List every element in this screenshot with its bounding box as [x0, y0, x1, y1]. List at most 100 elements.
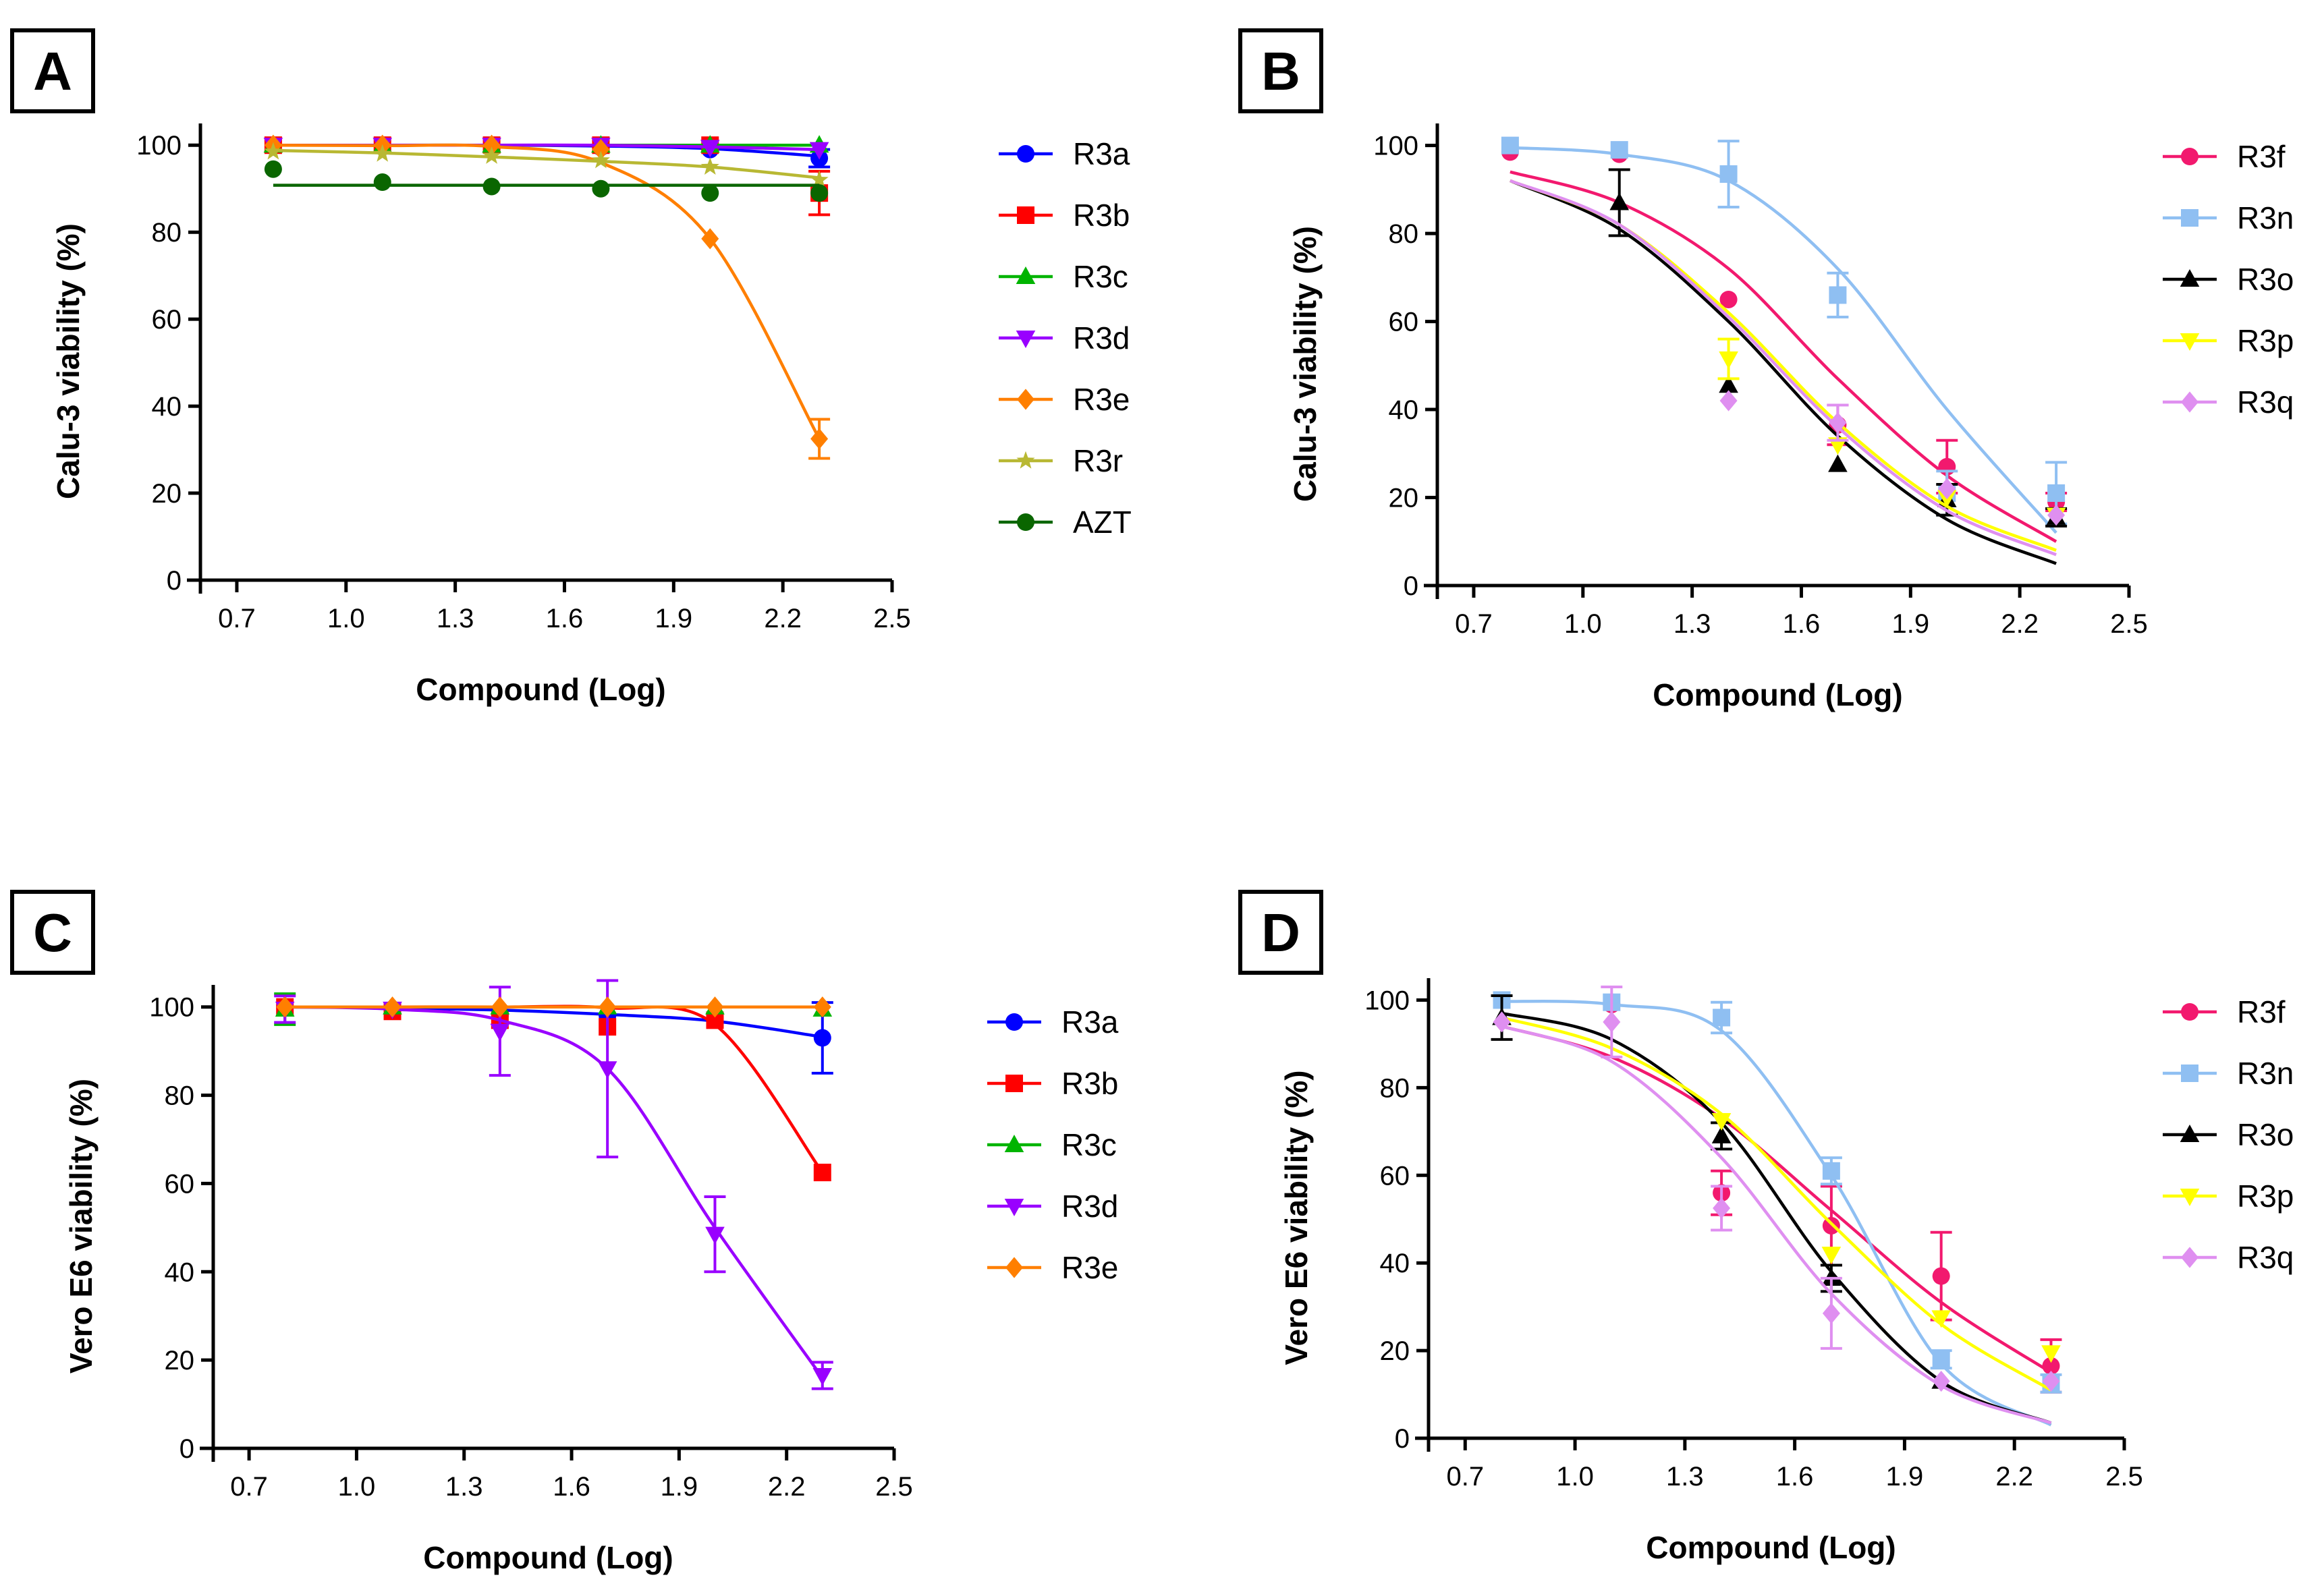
y-tick-label: 20 — [165, 1346, 195, 1375]
x-tick-label: 1.6 — [1776, 1462, 1814, 1492]
legend-item-r3a: R3a — [987, 1004, 1119, 1040]
fit-curve-r3q — [1510, 179, 2057, 557]
panel-letter-box — [10, 890, 95, 975]
data-point-r3q — [1493, 1011, 1511, 1033]
x-tick-label: 2.2 — [764, 604, 802, 633]
legend-label: AZT — [1073, 505, 1132, 540]
data-point-r3r — [700, 157, 719, 175]
legend-label: R3f — [2237, 139, 2286, 174]
x-tick-label: 1.3 — [1666, 1462, 1704, 1492]
legend-label: R3d — [1061, 1189, 1118, 1224]
y-axis-title: Vero E6 viability (%) — [1279, 1070, 1314, 1365]
y-axis-title: Vero E6 viability (%) — [63, 1079, 99, 1373]
data-point-r3f — [1719, 290, 1738, 308]
legend-marker-r3b — [1005, 1075, 1023, 1092]
data-point-r3e — [706, 996, 724, 1018]
x-tick-label: 1.6 — [1783, 609, 1821, 639]
data-point-r3d — [700, 140, 720, 158]
legend-label: R3p — [2237, 1179, 2294, 1214]
panel-letter: C — [33, 903, 72, 963]
data-point-r3b — [813, 1164, 831, 1182]
y-tick-label: 100 — [136, 131, 182, 161]
y-tick-label: 80 — [1380, 1073, 1410, 1103]
data-point-r3a — [813, 1029, 831, 1047]
data-point-r3r — [810, 170, 829, 188]
panel-letter-box — [1238, 28, 1323, 113]
legend-item-r3o: R3o — [2163, 1117, 2294, 1152]
legend-label: R3c — [1073, 259, 1128, 294]
fit-curve-r3o — [1509, 179, 2057, 565]
legend-item-r3e: R3e — [987, 1250, 1118, 1285]
legend-marker-r3e — [1017, 389, 1034, 410]
data-point-r3e — [810, 428, 829, 450]
data-point-r3p — [1719, 351, 1738, 369]
data-point-r3o — [1828, 454, 1848, 472]
legend-marker-r3n — [2181, 209, 2198, 227]
data-point-azt — [810, 184, 829, 202]
x-tick-label: 1.0 — [1564, 609, 1602, 639]
data-point-r3q — [2042, 1370, 2060, 1392]
data-point-r3n — [1719, 165, 1738, 183]
legend-label: R3d — [1073, 320, 1130, 356]
data-point-r3o — [1719, 375, 1738, 393]
legend-label: R3c — [1061, 1127, 1117, 1162]
y-tick-label: 20 — [1389, 484, 1419, 513]
data-point-r3e — [813, 996, 831, 1018]
x-axis-title: Compound (Log) — [1653, 677, 1902, 712]
x-tick-label: 2.5 — [2110, 609, 2148, 639]
data-point-r3p — [1931, 1310, 1951, 1328]
legend-item-r3q: R3q — [2163, 1240, 2294, 1275]
x-tick-label: 1.0 — [1556, 1462, 1594, 1492]
legend-label: R3a — [1061, 1004, 1119, 1040]
data-point-r3p — [1711, 1113, 1732, 1131]
legend-marker-r3q — [2181, 391, 2198, 413]
panel-letter: A — [33, 41, 72, 101]
data-point-r3n — [1932, 1351, 1950, 1369]
legend-label: R3b — [1073, 198, 1130, 233]
legend-marker-r3r — [1016, 451, 1035, 469]
x-tick-label: 1.9 — [661, 1472, 698, 1502]
y-tick-label: 80 — [152, 218, 182, 248]
legend-marker-r3o — [2180, 1125, 2200, 1143]
data-point-r3d — [809, 142, 829, 160]
legend-marker-r3f — [2181, 148, 2198, 165]
y-tick-label: 0 — [1395, 1424, 1410, 1454]
data-point-r3q — [1938, 478, 1956, 500]
legend-item-r3d: R3d — [987, 1189, 1118, 1224]
legend-marker-r3p — [2180, 1188, 2200, 1206]
data-point-r3r — [373, 144, 392, 162]
data-point-azt — [264, 160, 282, 178]
legend-item-azt: AZT — [999, 505, 1132, 540]
y-tick-label: 20 — [152, 479, 182, 509]
x-tick-label: 2.2 — [768, 1472, 806, 1502]
data-point-r3q — [1603, 1011, 1621, 1033]
x-tick-label: 1.9 — [655, 604, 693, 633]
y-axis-title: Calu-3 viability (%) — [51, 223, 86, 499]
legend-item-r3o: R3o — [2163, 262, 2294, 297]
legend-marker-r3f — [2181, 1003, 2198, 1021]
x-axis-title: Compound (Log) — [1646, 1530, 1896, 1565]
data-point-azt — [701, 184, 719, 202]
fit-curve-r3f — [1510, 170, 2057, 543]
legend-marker-r3d — [1016, 330, 1036, 348]
y-tick-label: 80 — [1389, 219, 1419, 249]
data-point-azt — [373, 173, 391, 192]
x-tick-label: 1.3 — [445, 1472, 483, 1502]
legend-label: R3r — [1073, 443, 1123, 478]
y-tick-label: 20 — [1380, 1336, 1410, 1366]
legend-marker-r3o — [2180, 269, 2200, 287]
x-tick-label: 1.3 — [437, 604, 474, 633]
x-tick-label: 0.7 — [1446, 1462, 1484, 1492]
data-point-r3n — [1822, 1162, 1840, 1180]
data-point-r3p — [1821, 1247, 1842, 1265]
y-tick-label: 0 — [1404, 571, 1418, 601]
series-r3q — [1510, 179, 2066, 557]
x-tick-label: 1.0 — [327, 604, 365, 633]
legend-item-r3e: R3e — [999, 382, 1130, 417]
legend-item-r3c: R3c — [999, 259, 1128, 294]
fit-curve-r3f — [1501, 1025, 2052, 1374]
panel-letter: B — [1261, 41, 1300, 101]
legend-marker-r3p — [2180, 333, 2200, 351]
data-point-r3o — [1609, 192, 1630, 210]
